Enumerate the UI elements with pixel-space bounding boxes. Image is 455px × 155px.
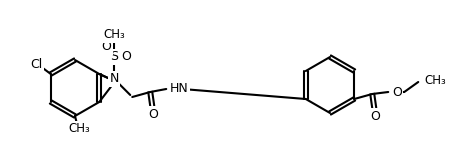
Text: N: N <box>109 73 119 86</box>
Text: O: O <box>121 51 131 64</box>
Text: Cl: Cl <box>30 58 43 71</box>
Text: HN: HN <box>170 82 188 95</box>
Text: CH₃: CH₃ <box>423 75 445 88</box>
Text: CH₃: CH₃ <box>68 122 90 135</box>
Text: O: O <box>101 40 111 53</box>
Text: O: O <box>391 86 401 98</box>
Text: O: O <box>148 108 158 120</box>
Text: S: S <box>110 51 118 64</box>
Text: CH₃: CH₃ <box>103 29 125 42</box>
Text: O: O <box>369 109 379 122</box>
